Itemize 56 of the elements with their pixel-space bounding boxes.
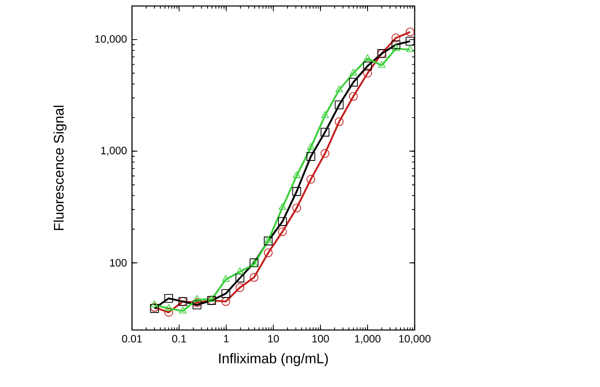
point bbox=[278, 227, 287, 236]
point bbox=[334, 100, 344, 110]
x-tick-label: 1 bbox=[224, 334, 229, 342]
point bbox=[221, 297, 230, 306]
point bbox=[292, 204, 302, 212]
y-axis-title: Fluorescence Signal bbox=[53, 106, 66, 230]
point bbox=[363, 62, 372, 70]
x-tick-label: 10,000 bbox=[399, 334, 431, 344]
x-tick-label: 0.1 bbox=[172, 334, 186, 342]
point bbox=[221, 289, 230, 298]
point bbox=[192, 300, 202, 310]
point bbox=[306, 143, 315, 150]
point bbox=[236, 283, 244, 292]
point bbox=[164, 308, 174, 317]
point bbox=[321, 111, 329, 118]
x-tick-label: 100 bbox=[312, 334, 329, 342]
point bbox=[250, 273, 258, 282]
point bbox=[348, 92, 358, 101]
y-tick-label: 10,000 bbox=[95, 35, 127, 44]
point bbox=[222, 275, 230, 282]
point bbox=[392, 44, 400, 52]
point bbox=[236, 267, 244, 274]
x-axis-title: Infliximab (ng/mL) bbox=[219, 353, 328, 366]
point bbox=[278, 203, 286, 210]
point bbox=[150, 300, 158, 308]
point bbox=[364, 54, 372, 62]
point bbox=[193, 295, 201, 302]
point bbox=[406, 36, 414, 46]
point bbox=[334, 117, 344, 126]
point bbox=[164, 294, 174, 303]
point bbox=[278, 217, 287, 226]
y-tick-label: 100 bbox=[110, 259, 127, 267]
point bbox=[335, 85, 344, 92]
point bbox=[236, 274, 244, 282]
point bbox=[178, 306, 187, 314]
point bbox=[292, 171, 301, 178]
point bbox=[208, 295, 216, 302]
point bbox=[306, 152, 316, 161]
y-tick-label: 1,000 bbox=[101, 146, 127, 156]
point bbox=[378, 61, 386, 68]
point bbox=[392, 40, 400, 50]
point bbox=[306, 174, 316, 184]
x-tick-label: 1,000 bbox=[355, 334, 380, 344]
point bbox=[348, 78, 358, 87]
point bbox=[320, 128, 330, 137]
point bbox=[392, 34, 400, 42]
point bbox=[363, 68, 372, 78]
point bbox=[406, 28, 414, 36]
x-tick-label: 10 bbox=[268, 334, 279, 342]
point bbox=[350, 68, 358, 76]
point bbox=[164, 304, 173, 311]
point bbox=[320, 149, 330, 158]
x-tick-label: 0.01 bbox=[122, 334, 142, 342]
point bbox=[264, 248, 273, 258]
point bbox=[406, 45, 414, 52]
point bbox=[292, 187, 302, 196]
